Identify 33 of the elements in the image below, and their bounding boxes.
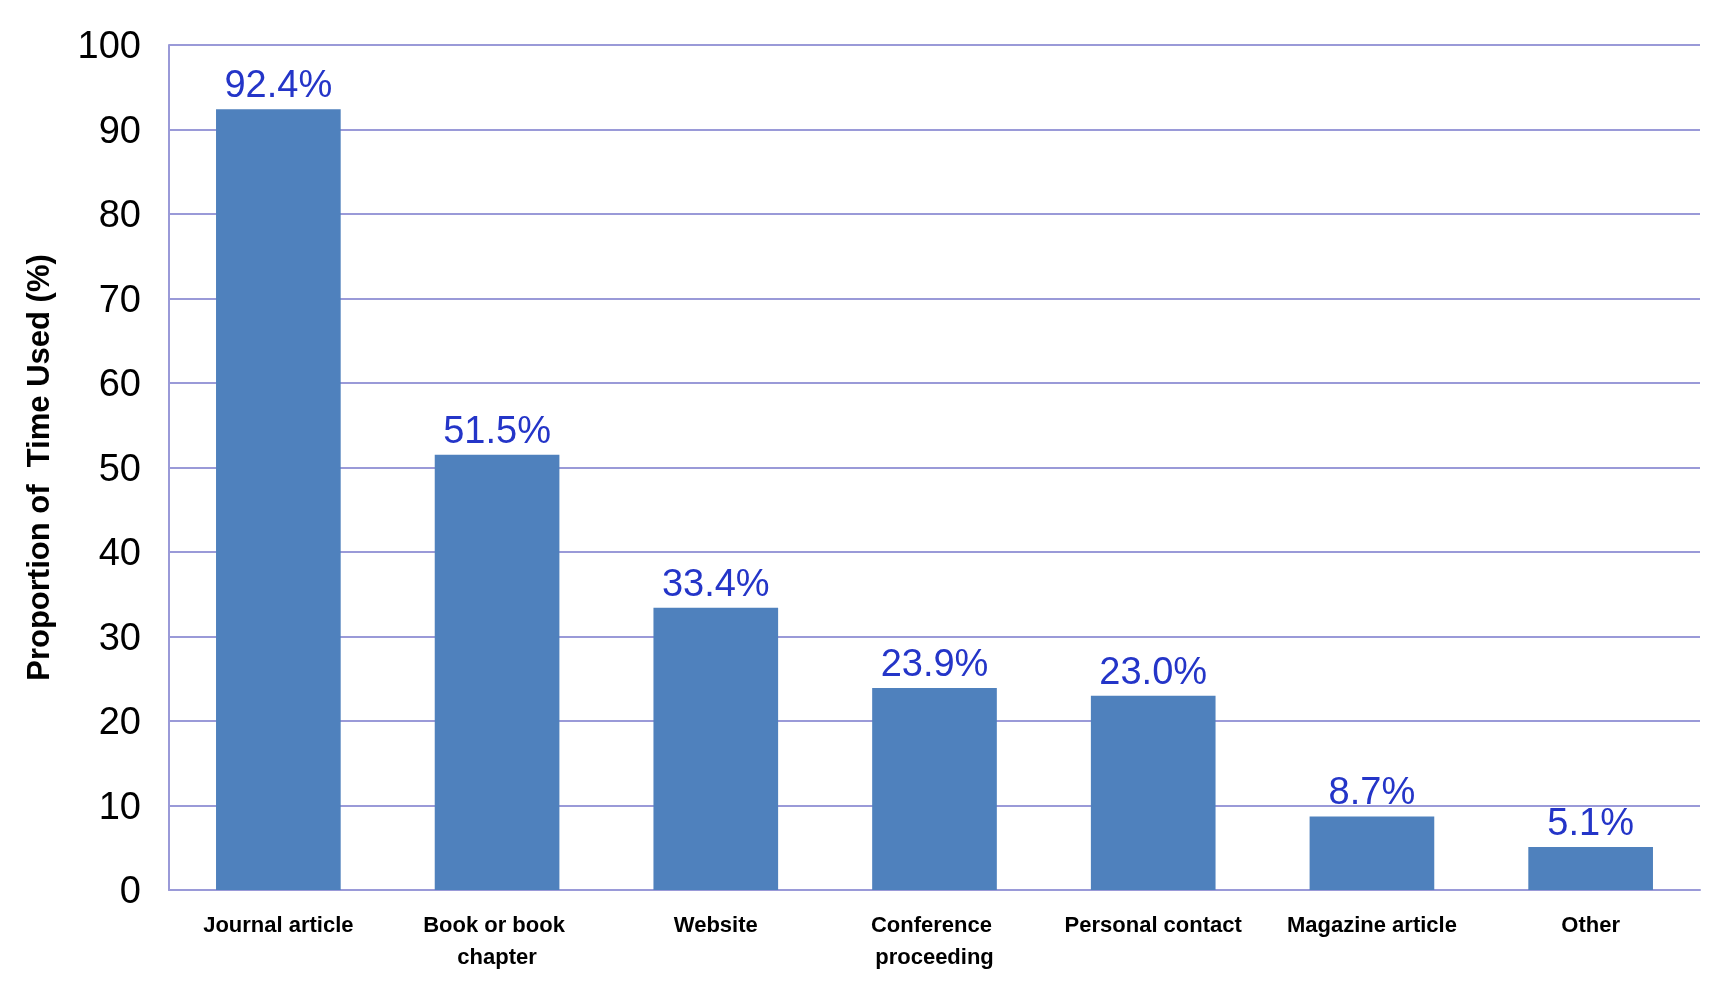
- bar: [434, 454, 560, 890]
- x-tick-label: Personal contact: [1064, 911, 1243, 937]
- data-label: 51.5%: [443, 408, 551, 451]
- data-label: 33.4%: [661, 561, 770, 604]
- bar: [216, 109, 341, 890]
- bar: [1309, 816, 1435, 890]
- y-tick-label: 80: [98, 193, 141, 235]
- y-axis-title: Proportion of Time Used (%): [21, 254, 56, 681]
- y-tick-label: 10: [98, 784, 141, 827]
- y-tick-label: 20: [98, 700, 141, 742]
- bar: [653, 607, 779, 890]
- data-label: 5.1%: [1547, 800, 1634, 843]
- y-tick-label: 100: [77, 24, 141, 66]
- y-tick-label: 70: [98, 277, 141, 320]
- x-tick-label: Website: [673, 911, 758, 937]
- data-label: 23.9%: [880, 642, 989, 685]
- y-tick-label: 30: [98, 615, 141, 658]
- bar: [1090, 695, 1216, 890]
- x-tick-label: Other: [1561, 911, 1621, 937]
- y-tick-label: 90: [98, 108, 141, 151]
- x-tick-label: Magazine article: [1286, 911, 1457, 937]
- y-tick-label: 0: [119, 869, 141, 911]
- x-tick-label: Book or book chapter: [423, 911, 572, 969]
- y-tick-label: 40: [98, 531, 141, 573]
- bar: [872, 688, 997, 890]
- x-tick-label: Conference proceeding: [870, 911, 999, 969]
- x-tick-label: Journal article: [203, 911, 354, 937]
- data-label: 23.0%: [1099, 649, 1208, 692]
- bar: [1528, 846, 1653, 890]
- y-tick-label: 50: [98, 446, 141, 489]
- data-label: 8.7%: [1328, 770, 1416, 813]
- data-label: 92.4%: [224, 63, 333, 106]
- y-tick-label: 60: [98, 362, 141, 404]
